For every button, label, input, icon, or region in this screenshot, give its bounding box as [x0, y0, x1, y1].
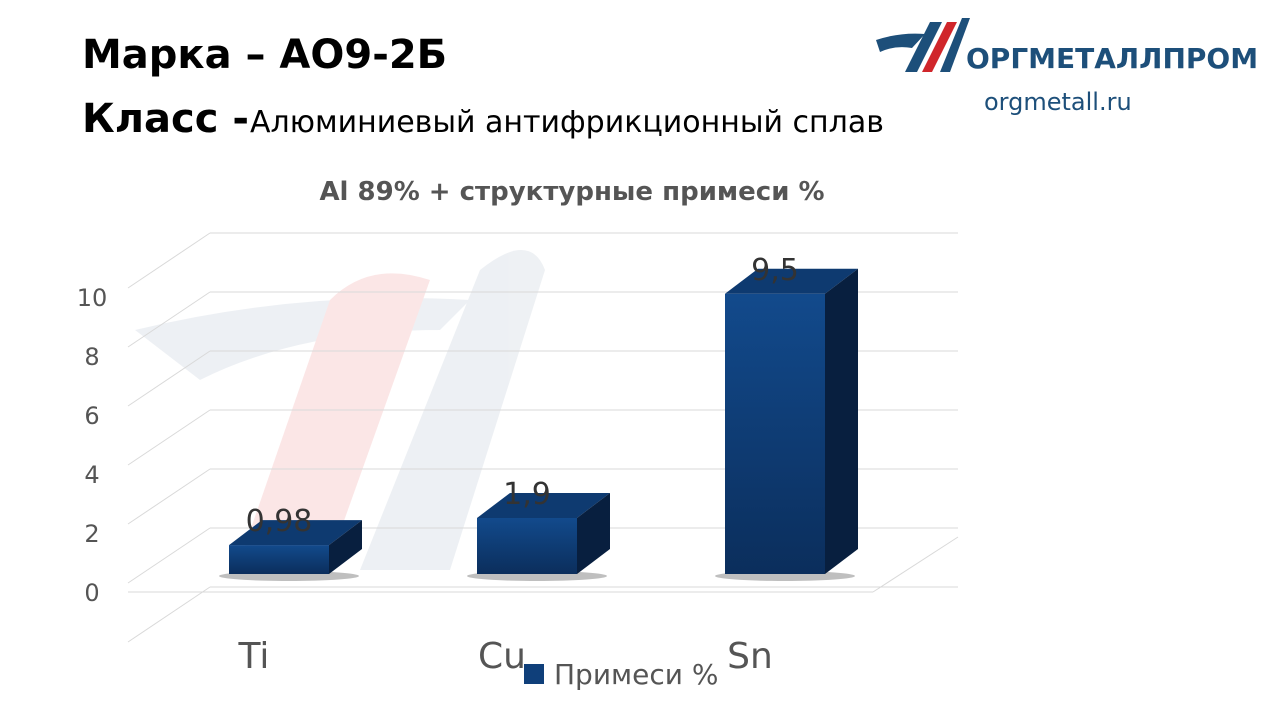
logo-name: ОРГМЕТАЛЛПРОМ: [966, 42, 1258, 75]
floor-right: [872, 536, 959, 593]
logo: ОРГМЕТАЛЛПРОМ orgmetall.ru: [876, 18, 1258, 116]
y-tick-label: 6: [84, 402, 99, 430]
wall-diagonal: [127, 232, 211, 289]
grid-diagonal: [127, 527, 211, 584]
grid-diagonal: [127, 291, 211, 348]
grid-diagonal: [127, 586, 211, 643]
bar-top: [229, 520, 362, 546]
bar-top: [725, 268, 858, 294]
class-label: Класс -: [82, 96, 249, 142]
grid-diagonal: [127, 409, 211, 466]
y-tick-label: 8: [84, 343, 99, 371]
grid-diagonal: [127, 468, 211, 525]
slide-title: Марка – АО9-2Б: [82, 32, 447, 78]
x-tick-label: Ti: [238, 636, 270, 677]
class-value: Алюминиевый антифрикционный сплав: [250, 105, 884, 140]
y-tick-label: 10: [77, 284, 108, 312]
data-label: 1,9: [503, 477, 551, 512]
x-tick-label: Cu: [478, 636, 526, 677]
y-tick-label: 4: [84, 461, 99, 489]
bar-front: [229, 545, 329, 574]
bar-front: [725, 293, 825, 574]
legend-swatch: [524, 664, 544, 684]
bar-side: [825, 268, 858, 574]
y-tick-label: 2: [84, 520, 99, 548]
bar-top: [477, 492, 610, 518]
x-tick-label: Sn: [727, 636, 773, 677]
bar-side: [329, 520, 362, 574]
logo-url: orgmetall.ru: [984, 88, 1132, 116]
chart-title: Al 89% + структурные примеси %: [319, 177, 824, 207]
bar-front: [477, 517, 577, 574]
data-label: 0,98: [246, 504, 313, 539]
legend-label: Примеси %: [554, 658, 718, 691]
y-tick-label: 0: [84, 579, 99, 607]
plot: 0 2 4 6 8 10 Ti Cu Sn 0,98 1,9 9,5 Примеси %: [77, 232, 959, 691]
bar-side: [577, 492, 610, 574]
grid-diagonal: [127, 350, 211, 407]
data-label: 9,5: [751, 253, 799, 288]
